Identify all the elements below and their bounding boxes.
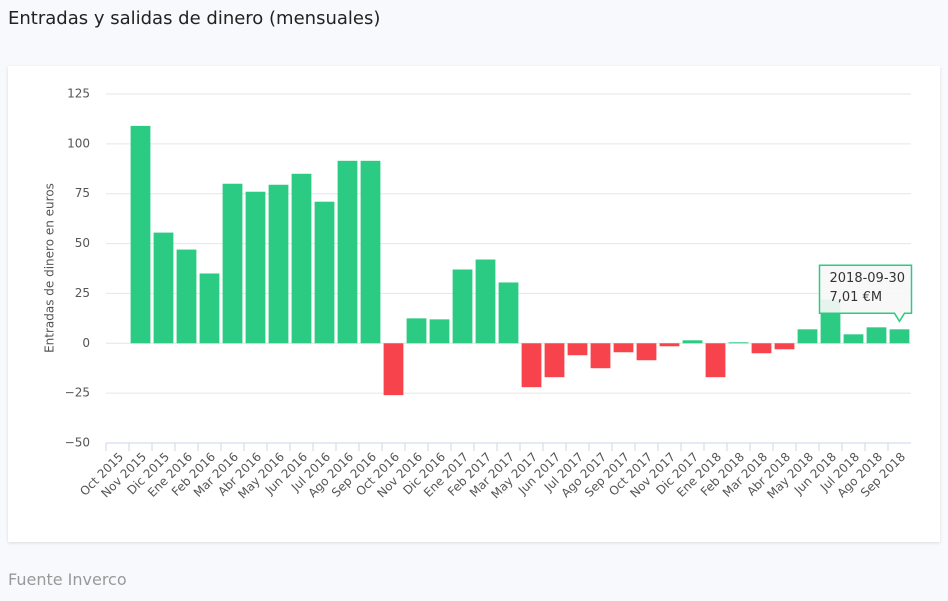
tooltip-title: 2018-09-30 — [830, 271, 906, 286]
bar — [613, 343, 634, 353]
bar — [452, 269, 473, 344]
bar — [843, 334, 864, 344]
footer: Fuente Inverco — [8, 570, 127, 589]
bar — [705, 343, 726, 378]
y-tick-label: −50 — [65, 436, 90, 450]
y-tick-label: 50 — [75, 236, 90, 250]
bar — [429, 319, 450, 344]
bar — [567, 343, 588, 356]
bar — [866, 327, 887, 344]
bar — [314, 201, 335, 344]
bar — [199, 273, 220, 344]
bar — [889, 329, 910, 344]
bar — [774, 343, 795, 350]
bar — [291, 173, 312, 344]
bar — [222, 183, 243, 344]
y-tick-label: 0 — [82, 336, 90, 350]
bar — [406, 318, 427, 344]
y-tick-label: 75 — [75, 186, 90, 200]
tooltip: 2018-09-30 7,01 €M — [818, 264, 913, 323]
bar — [636, 343, 657, 361]
bar — [383, 343, 404, 396]
bar — [245, 191, 266, 344]
bar — [521, 343, 542, 388]
bar — [590, 343, 611, 369]
bar — [544, 343, 565, 378]
tooltip-value: 7,01 €M — [830, 290, 883, 305]
bar — [153, 232, 174, 344]
bar — [682, 340, 703, 344]
bar — [360, 160, 381, 344]
bar — [728, 342, 749, 344]
bar — [176, 249, 197, 344]
y-tick-label: 100 — [67, 136, 90, 150]
bar — [337, 160, 358, 344]
bar — [797, 329, 818, 344]
y-tick-label: 25 — [75, 286, 90, 300]
bar — [475, 259, 496, 344]
bar — [751, 343, 772, 354]
tooltip-box — [818, 264, 913, 323]
y-axis-title: Entradas de dinero en euros — [43, 183, 57, 353]
y-tick-label: 125 — [67, 87, 90, 101]
bar — [130, 125, 151, 344]
y-tick-label: −25 — [65, 386, 90, 400]
bar — [498, 282, 519, 344]
bar — [268, 184, 289, 344]
page-title: Entradas y salidas de dinero (mensuales) — [8, 8, 381, 29]
bar — [659, 343, 680, 347]
